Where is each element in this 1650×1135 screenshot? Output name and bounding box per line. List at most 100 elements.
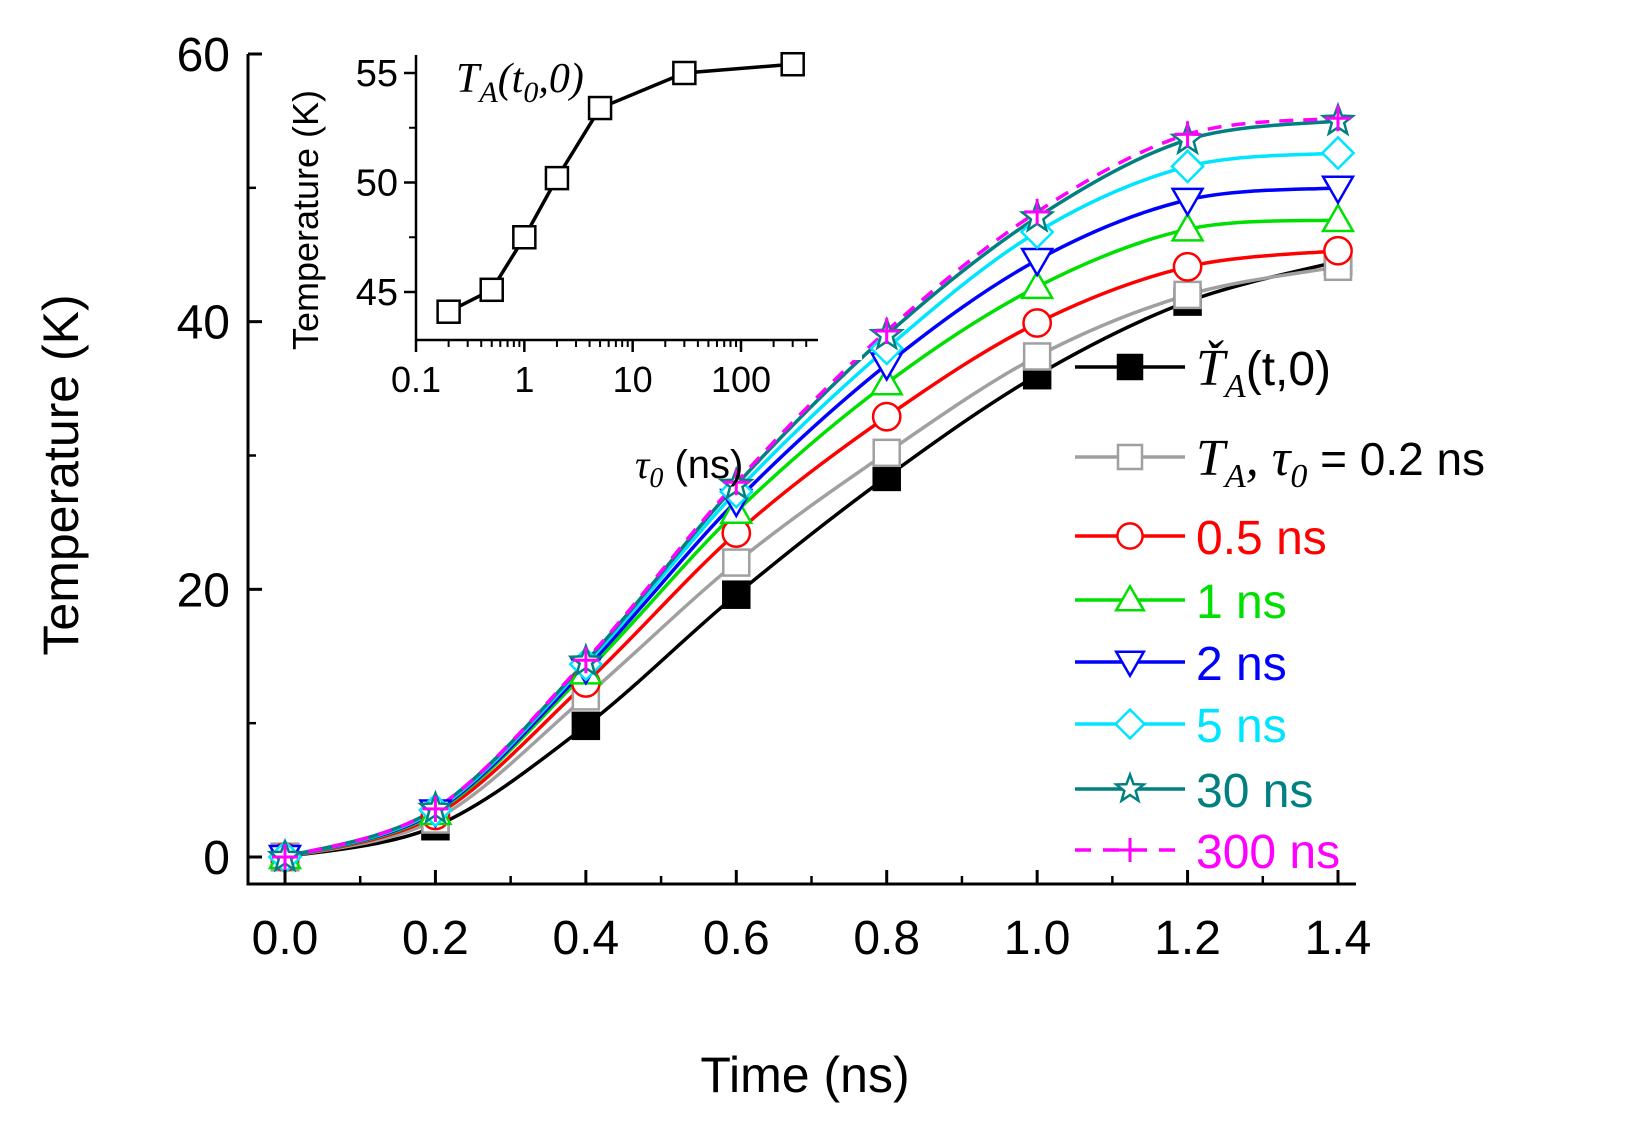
legend-label-part: 1 ns — [1196, 576, 1287, 629]
data-point-5-5 — [1019, 214, 1055, 250]
inset-xlabel-sub: 0 — [649, 463, 663, 494]
legend-label-part: , — [1246, 430, 1272, 487]
inset-x-axis-label: τ0 (ns) — [635, 442, 743, 494]
inset-title-end: ,0) — [538, 56, 584, 102]
main-axes: 0 20 40 60 0.0 0.2 0.4 0.6 0.8 1.0 1.2 1.4 — [177, 29, 1372, 965]
legend-marker-7 — [1118, 838, 1142, 862]
legend-item-0: ŤA(t,0) — [1075, 339, 1331, 405]
data-point-0-3 — [722, 580, 751, 609]
legend-item-5: 5 ns — [1075, 700, 1287, 753]
data-point-4-6 — [1170, 187, 1205, 218]
y-axis-label: Temperature (K) — [33, 294, 89, 655]
data-point-7-3 — [723, 469, 750, 496]
data-point-7-1 — [422, 795, 449, 822]
x-tick-label: 0.6 — [703, 912, 770, 965]
data-point-5-7 — [1320, 135, 1356, 171]
inset-xlabel-rest: (ns) — [663, 443, 743, 487]
x-tick-label: 0.2 — [402, 912, 469, 965]
inset-xlabel-math: τ — [635, 442, 651, 487]
y-tick-label: 0 — [203, 832, 230, 885]
legend-label-6: 30 ns — [1196, 765, 1313, 818]
legend-marker-6 — [1112, 770, 1148, 804]
inset-data-point-2 — [512, 225, 537, 250]
legend-label-4: 2 ns — [1196, 638, 1287, 691]
data-point-7-2 — [572, 647, 599, 674]
inset-axes: 45 50 55 0.1 1 10 100 — [356, 53, 818, 400]
inset-title: TA(t0,0) — [456, 56, 584, 109]
inset-data-point-4 — [587, 95, 613, 121]
legend-label-2: 0.5 ns — [1196, 512, 1327, 565]
legend-label-part: = 0.2 ns — [1307, 433, 1485, 485]
legend-marker-2 — [1116, 522, 1144, 550]
series-line-1 — [284, 265, 1339, 859]
data-point-2-7 — [1323, 235, 1353, 266]
legend-marker-1 — [1116, 443, 1144, 471]
data-point-4-5 — [1020, 247, 1055, 278]
inset-y-axis-label: Temperature (K) — [285, 90, 326, 350]
inset-title-sub: A — [477, 76, 498, 109]
inset-data-point-6 — [780, 51, 805, 77]
legend-label-3: 1 ns — [1196, 576, 1287, 629]
data-point-7-4 — [873, 318, 900, 345]
legend-label-part: 2 ns — [1196, 638, 1287, 691]
series-line-2 — [284, 248, 1339, 859]
data-point-2-4 — [871, 401, 902, 432]
inset-data-point-1 — [479, 277, 504, 303]
series-line-0 — [284, 259, 1339, 859]
x-tick-label: 1.2 — [1154, 912, 1221, 965]
main-series-group — [266, 101, 1357, 875]
legend-label-part: 300 ns — [1196, 826, 1340, 879]
legend: ŤA(t,0) TA, τ0 = 0.2 ns 0.5 ns 1 ns 2 ns 5 ns… — [1075, 339, 1485, 879]
data-point-0-2 — [571, 711, 601, 741]
x-tick-label: 0.4 — [552, 912, 619, 965]
inset-data-point-5 — [672, 60, 697, 86]
data-point-1-6 — [1173, 280, 1202, 310]
data-point-7-7 — [1325, 105, 1351, 132]
data-point-7-0 — [272, 844, 298, 870]
legend-label-part: 5 ns — [1196, 700, 1287, 753]
inset-y-tick-label: 45 — [356, 272, 398, 314]
legend-item-1: TA, τ0 = 0.2 ns — [1075, 430, 1485, 495]
legend-label-7: 300 ns — [1196, 826, 1340, 879]
inset-y-tick-label: 50 — [356, 163, 398, 205]
legend-label-part: A — [1223, 458, 1246, 495]
legend-label-part: 0 — [1290, 458, 1307, 495]
data-point-7-6 — [1174, 121, 1201, 148]
inset-title-rest: (t — [498, 56, 525, 102]
inset-title-sub2: 0 — [523, 76, 538, 109]
data-point-2-5 — [1022, 308, 1053, 338]
legend-label-5: 5 ns — [1196, 700, 1287, 753]
y-tick-label: 60 — [177, 29, 230, 82]
inset-background — [432, 55, 862, 360]
legend-label-0: ŤA(t,0) — [1196, 339, 1331, 405]
y-tick-label: 20 — [177, 564, 230, 617]
inset-x-tick-label: 100 — [711, 359, 771, 400]
inset-data-point-3 — [544, 165, 570, 191]
legend-label-part: 0.5 ns — [1196, 512, 1327, 565]
legend-item-3: 1 ns — [1075, 576, 1287, 629]
legend-label-part: A — [1223, 368, 1246, 405]
data-point-1-3 — [722, 548, 751, 577]
series-line-7 — [284, 116, 1339, 859]
legend-item-2: 0.5 ns — [1075, 512, 1327, 565]
legend-marker-3 — [1114, 583, 1146, 612]
main-plot: 0 20 40 60 0.0 0.2 0.4 0.6 0.8 1.0 1.2 1.4 Time (ns… — [33, 29, 1371, 1103]
inset-x-tick-label: 0.1 — [391, 359, 441, 400]
inset-series-group — [436, 51, 805, 324]
data-point-3-5 — [1020, 269, 1055, 300]
legend-marker-4 — [1114, 650, 1146, 679]
legend-marker-0 — [1116, 353, 1144, 381]
inset-x-tick-label: 10 — [613, 359, 653, 400]
legend-item-4: 2 ns — [1075, 638, 1287, 691]
main-axis-lines — [246, 54, 1356, 886]
legend-label-part: T — [1196, 430, 1228, 487]
x-tick-label: 1.4 — [1305, 912, 1372, 965]
data-point-7-5 — [1024, 198, 1051, 225]
legend-label-part: 30 ns — [1196, 765, 1313, 818]
legend-item-6: 30 ns — [1075, 765, 1313, 818]
data-point-1-4 — [872, 438, 901, 468]
x-axis-label: Time (ns) — [700, 1047, 909, 1103]
data-point-3-7 — [1320, 202, 1356, 233]
inset-title-math: T — [456, 56, 482, 102]
